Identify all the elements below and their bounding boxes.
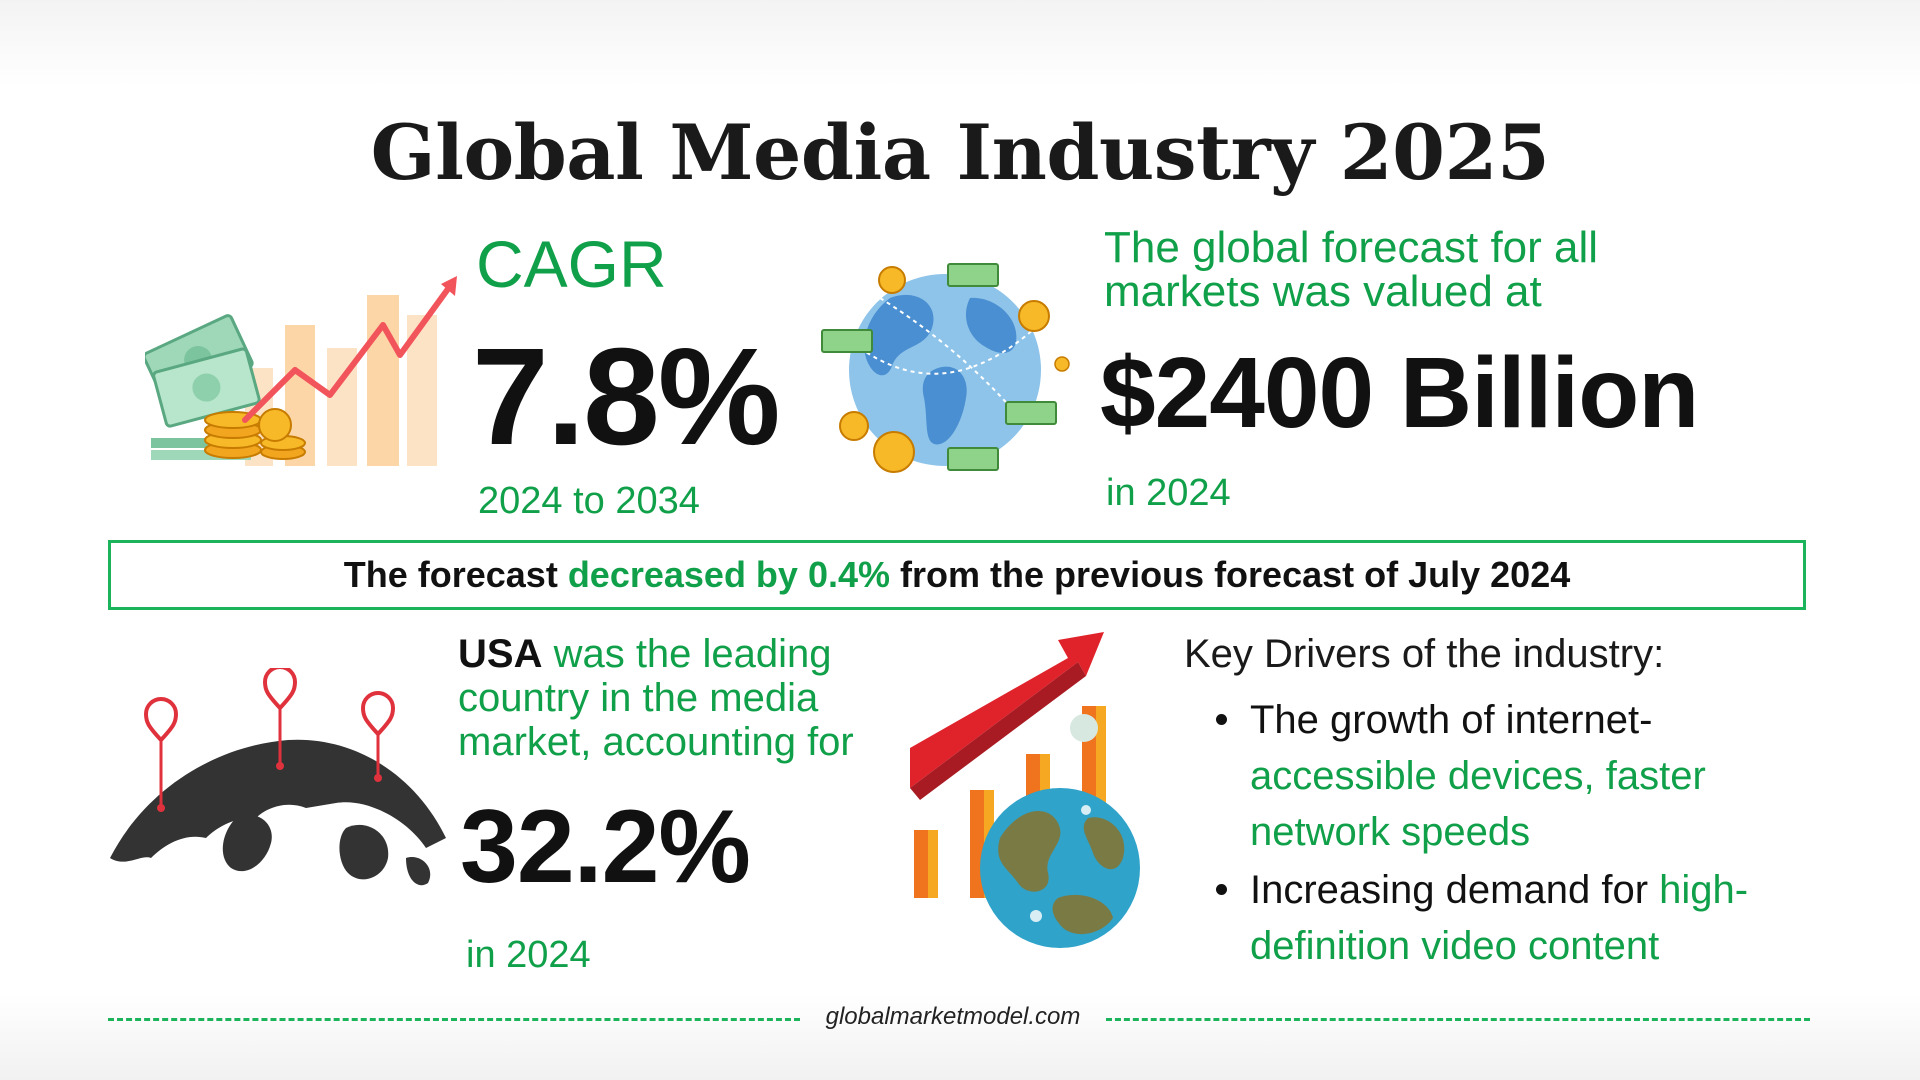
cagr-label: CAGR <box>476 227 667 301</box>
banner-highlight: decreased by 0.4% <box>567 554 891 595</box>
banner-prefix: The forecast <box>343 554 568 595</box>
page-title: Global Media Industry 2025 <box>370 108 1550 197</box>
forecast-description: The global forecast for all markets was … <box>1104 223 1599 316</box>
usa-description-text: was the leading country in the media mar… <box>458 632 854 764</box>
footer-divider-right <box>1106 1018 1810 1021</box>
world-pins-icon <box>110 668 446 886</box>
globe-money-icon <box>821 263 1070 473</box>
map-pin-right-icon <box>360 691 396 782</box>
map-pin-middle-icon <box>262 668 298 770</box>
bullet-icon <box>1216 714 1227 725</box>
cagr-value: 7.8% <box>472 320 781 474</box>
driver-text: Increasing demand for <box>1250 868 1660 912</box>
usa-year: in 2024 <box>466 934 591 976</box>
drivers-list: The growth of internet-accessible device… <box>1208 692 1768 976</box>
list-item: Increasing demand for high-definition vi… <box>1208 862 1768 974</box>
footer-source: globalmarketmodel.com <box>825 1003 1081 1030</box>
money-growth-icon <box>145 276 457 466</box>
banner-suffix: from the previous forecast of July 2024 <box>890 554 1571 595</box>
growth-globe-icon <box>910 632 1140 948</box>
usa-description: USA was the leading country in the media… <box>458 632 898 764</box>
driver-highlight: high-definition video content <box>1250 868 1749 968</box>
driver-text: The growth of internet- <box>1250 698 1653 742</box>
map-pin-left-icon <box>143 697 179 812</box>
forecast-year: in 2024 <box>1106 472 1231 514</box>
usa-country: USA <box>458 632 543 676</box>
list-item: The growth of internet-accessible device… <box>1208 692 1768 860</box>
footer-divider-left <box>108 1018 800 1021</box>
drivers-heading: Key Drivers of the industry: <box>1184 632 1665 676</box>
cagr-period: 2024 to 2034 <box>478 480 700 522</box>
driver-highlight: accessible devices, faster network speed… <box>1250 754 1706 854</box>
usa-share-value: 32.2% <box>460 789 751 905</box>
forecast-value: $2400 Billion <box>1100 337 1699 449</box>
forecast-change-banner: The forecast decreased by 0.4% from the … <box>108 540 1806 610</box>
bullet-icon <box>1216 884 1227 895</box>
